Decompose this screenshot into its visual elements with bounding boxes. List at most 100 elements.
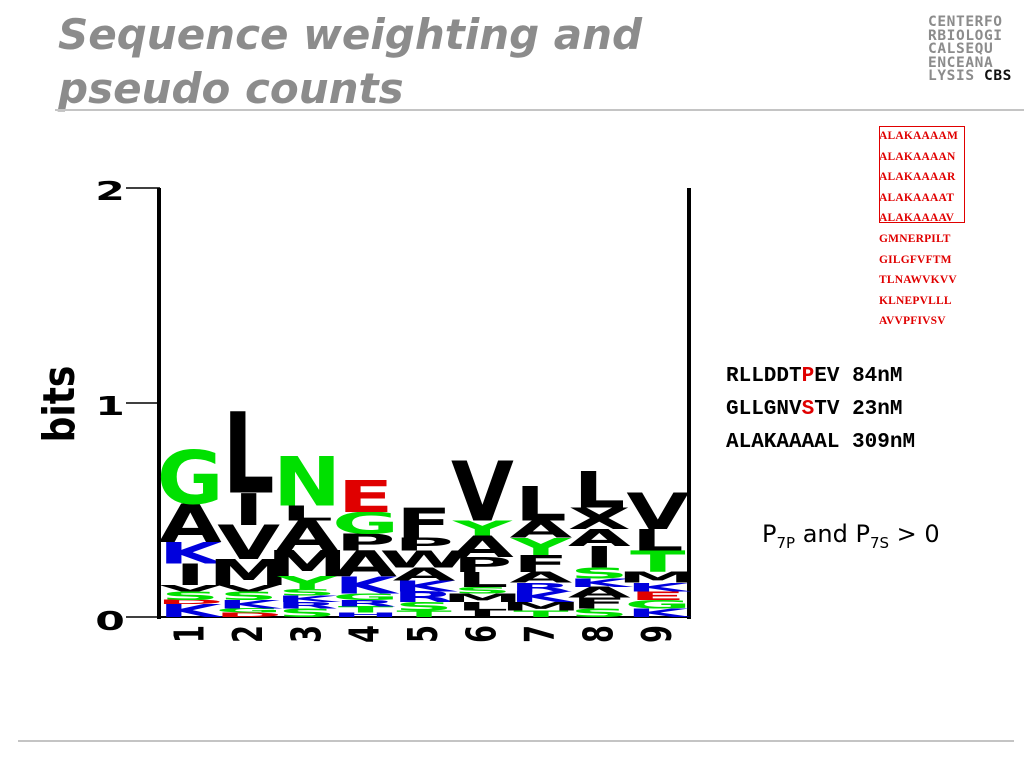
logo-letter: A — [568, 525, 631, 552]
logo-line: CENTERFO — [928, 14, 1003, 30]
formula-end: > 0 — [889, 520, 940, 548]
logo-text: LYSIS — [928, 68, 984, 85]
y-axis-label: bits — [35, 366, 85, 443]
logo-letter: R — [510, 580, 573, 594]
logo-letter: A — [393, 564, 457, 585]
logo-letter: K — [626, 580, 692, 594]
x-tick-label: 8 — [575, 625, 623, 643]
x-tick-label: 1 — [166, 625, 214, 643]
peptide-row: ALAKAAAAL 309nM — [726, 426, 915, 459]
sequence-line: TLNAWVKVV — [879, 274, 957, 287]
logo-letter: L — [515, 477, 567, 532]
logo-letter: S — [278, 587, 336, 597]
peptide-pre: GLLGNV — [726, 398, 802, 421]
logo-letter: E — [338, 471, 393, 522]
logo-letter: I — [175, 558, 205, 592]
slide-title: Sequence weighting and pseudo counts — [58, 10, 643, 113]
logo-letter: P — [394, 534, 453, 555]
logo-letter: K — [509, 588, 574, 605]
logo-letter: K — [276, 594, 342, 604]
peptide-post: TV — [814, 398, 840, 421]
logo-letter: D — [215, 612, 282, 619]
logo-letter: K — [159, 600, 225, 621]
logo-letter: V — [217, 583, 280, 593]
logo-letter: M — [267, 544, 348, 585]
logo-line: ENCEANA — [928, 54, 994, 71]
peptide-affinity-list: RLLDDTPEV 84nM GLLGNVSTV 23nM ALAKAAAAL … — [726, 360, 915, 459]
logo-letter: H — [332, 612, 400, 619]
logo-letter: P — [453, 553, 512, 577]
peptide-pre: RLLDDT — [726, 365, 802, 388]
x-tick-label: 2 — [225, 625, 273, 643]
logo-letter: A — [334, 544, 398, 585]
logo-letter: V — [626, 482, 689, 541]
sequence-line: ALAKAAAAT — [879, 191, 955, 204]
x-tick-label: 9 — [634, 625, 682, 643]
logo-letter: A — [451, 530, 514, 564]
logo-letter: S — [219, 589, 277, 603]
logo-line: CALSEQU — [928, 41, 994, 58]
peptide-affinity: 84nM — [852, 365, 903, 388]
logo-letter: L — [573, 461, 625, 520]
logo-letter: V — [451, 445, 514, 541]
pseudo-count-formula: P7P and P7S > 0 — [762, 520, 940, 552]
sequence-line: ALAKAAAAM — [879, 130, 959, 142]
logo-letter: T — [338, 604, 394, 614]
logo-letter: P — [336, 529, 395, 556]
logo-letter: G — [215, 607, 282, 614]
logo-line: RBIOLOGI — [928, 27, 1003, 44]
logo-letter: F — [513, 551, 568, 578]
x-tick-label: 3 — [283, 625, 331, 643]
logo-letter: R — [334, 598, 396, 608]
y-tick-label: 0 — [95, 607, 125, 637]
logo-letter: S — [278, 606, 336, 620]
logo-letter: R — [393, 588, 456, 605]
logo-letter: R — [276, 600, 338, 610]
x-tick-label: 5 — [400, 625, 448, 643]
logo-letter: G — [332, 592, 399, 602]
logo-letters: KDSVIKAGDGKSVMVILSRKSYMALNHTRGKAPGETSRKA… — [157, 390, 699, 622]
logo-letter: I — [584, 541, 614, 575]
sequence-line: AVVPFIVSV — [879, 315, 946, 328]
logo-letter: A — [159, 493, 222, 555]
logo-line: LYSIS CBS — [928, 68, 1012, 85]
logo-letter: A — [276, 513, 339, 561]
peptide-row: RLLDDTPEV 84nM — [726, 360, 915, 393]
formula-mid: and P — [795, 520, 870, 548]
logo-letter: W — [379, 546, 469, 573]
logo-letter: I — [234, 484, 264, 535]
formula-sub: 7P — [776, 533, 796, 552]
logo-letter: L — [457, 568, 509, 592]
logo-letter: K — [217, 597, 283, 611]
logo-letter: T — [396, 609, 452, 619]
logo-letter: S — [395, 600, 453, 614]
logo-letter: G — [624, 597, 691, 611]
formula-sub: 7S — [869, 533, 890, 552]
logo-letter: A — [568, 584, 631, 601]
logo-letter: N — [273, 443, 341, 522]
peptide-pre: ALAKAAAAL — [726, 431, 840, 454]
logo-letter: V — [217, 515, 280, 570]
logo-letter: M — [501, 600, 582, 614]
logo-letter: M — [208, 552, 289, 593]
formula-p: P — [762, 520, 777, 548]
logo-axes: 2 1 0 bits — [35, 177, 691, 637]
logo-letter: T — [630, 545, 686, 579]
peptide-highlight: S — [801, 398, 815, 421]
logo-letter: S — [570, 565, 628, 582]
logo-letter: L — [632, 524, 684, 558]
cbs-logo: CENTERFO RBIOLOGI CALSEQU ENCEANA LYSIS … — [928, 14, 1012, 85]
logo-letter: K — [568, 576, 634, 590]
peptide-highlight: P — [801, 365, 815, 388]
alignment-sequences: ALAKAAAAM ALAKAAAAN ALAKAAAAR ALAKAAAAT … — [879, 126, 965, 332]
logo-letter: L — [457, 600, 509, 614]
logo-letter: M — [617, 569, 698, 586]
logo-letter: G — [332, 506, 399, 540]
logo-letter: A — [509, 569, 572, 586]
peptide-post: EV — [814, 365, 840, 388]
logo-letter: K — [334, 572, 401, 599]
logo-letter: L — [223, 390, 275, 520]
sequence-line: ALAKAAAAV — [879, 212, 955, 225]
